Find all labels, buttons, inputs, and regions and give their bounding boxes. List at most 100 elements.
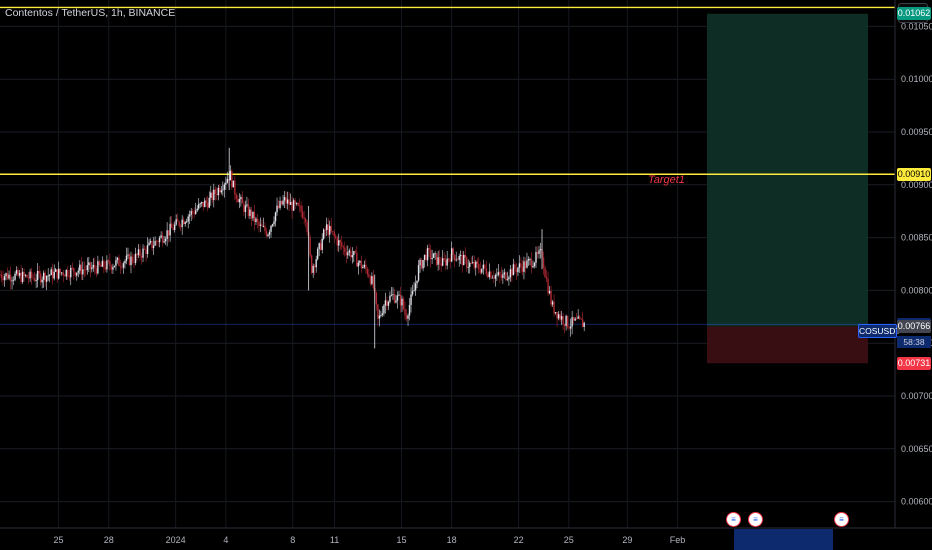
candle-body [535, 252, 537, 263]
candle-body [213, 189, 215, 201]
candle-body [443, 258, 445, 260]
candle-body [401, 298, 403, 306]
economic-event-icon[interactable]: ≡ [834, 512, 849, 527]
candle-body [252, 211, 254, 219]
candle-body [182, 219, 185, 225]
economic-event-icon[interactable]: ≡ [726, 512, 741, 527]
candle-body [67, 269, 69, 277]
candle-body [560, 316, 563, 320]
candle-body [0, 274, 1, 276]
candle-body [220, 190, 223, 193]
candle-body [339, 240, 341, 243]
candle-body [470, 262, 472, 264]
candle-body [286, 199, 289, 204]
candle-body [155, 240, 158, 242]
candle-body [83, 269, 86, 271]
candle-body [485, 268, 488, 275]
candle-body [326, 224, 328, 231]
candle-body [547, 278, 549, 294]
candle-body [464, 254, 466, 258]
candle-body [444, 259, 447, 266]
candle-body [11, 280, 13, 282]
candle-body [178, 221, 180, 226]
candle-body [304, 219, 307, 223]
candle-body [73, 267, 75, 273]
price-axis[interactable]: 0.01050 0.01000 0.00950 0.00900 0.00850 0.008… [894, 0, 932, 550]
candle-body [524, 261, 527, 268]
candle-body [529, 259, 531, 260]
candle-body [231, 170, 233, 188]
candle-body [235, 194, 238, 200]
candle-body [225, 182, 227, 185]
economic-event-icon[interactable]: ≡ [748, 512, 763, 527]
candle-body [354, 251, 357, 253]
candle-body [17, 269, 19, 276]
candle-body [315, 259, 317, 268]
candle-body [509, 269, 512, 278]
candle-body [440, 263, 442, 266]
time-axis[interactable]: 25 28 2024 4 8 11 15 18 22 25 29 Feb [0, 527, 932, 550]
candle-body [467, 266, 469, 268]
candle-body [140, 256, 143, 258]
candle-body [345, 251, 347, 256]
candle-body [175, 219, 177, 225]
candle-body [121, 266, 123, 268]
candle-body [71, 267, 73, 269]
grid-lines [0, 0, 895, 528]
candle-body [574, 318, 576, 321]
candle-body [273, 221, 275, 225]
candle-body [413, 290, 415, 292]
candle-body [327, 224, 329, 235]
candle-body [185, 221, 188, 223]
candle-body [497, 272, 500, 275]
candle-body [196, 208, 198, 211]
candle-body [396, 295, 399, 301]
candle-body [9, 274, 12, 282]
candle-body [110, 265, 113, 270]
candle-body [76, 272, 78, 276]
time-axis-highlight [734, 529, 833, 550]
candle-body [265, 231, 268, 237]
candle-body [77, 270, 79, 273]
candle-body [2, 277, 4, 281]
candle-body [247, 204, 250, 216]
candle-body [107, 260, 110, 262]
candle-body [276, 205, 278, 213]
candle-body [441, 258, 444, 266]
candle-body [437, 257, 439, 265]
candle-body [211, 192, 213, 201]
candle-body [232, 180, 235, 188]
candle-body [446, 258, 448, 266]
candle-body [104, 267, 107, 270]
candle-body [15, 269, 18, 274]
candle-body [542, 257, 545, 268]
candle-body [176, 219, 179, 222]
candle-body [417, 265, 420, 281]
candle-body [29, 271, 31, 279]
price-tick-label: 0.00650 [901, 444, 932, 454]
candle-body [539, 249, 542, 251]
candle-body [106, 260, 108, 270]
candle-body [94, 264, 96, 269]
candle-body [167, 230, 170, 236]
candle-body [457, 259, 459, 261]
candle-body [500, 275, 503, 278]
candle-body [45, 275, 48, 282]
candle-body [575, 318, 578, 320]
candle-body [112, 267, 114, 270]
candle-body [526, 260, 528, 268]
candle-body [381, 313, 384, 316]
candle-body [89, 262, 92, 270]
candle-body [190, 210, 192, 215]
candle-body [488, 271, 491, 278]
candle-body [515, 269, 518, 273]
candle-body [380, 315, 382, 316]
candle-body [461, 255, 463, 266]
candle-body [62, 272, 64, 276]
candle-body [82, 269, 84, 275]
profit-zone [707, 13, 868, 327]
candle-body [128, 254, 131, 266]
candle-body [338, 240, 340, 246]
